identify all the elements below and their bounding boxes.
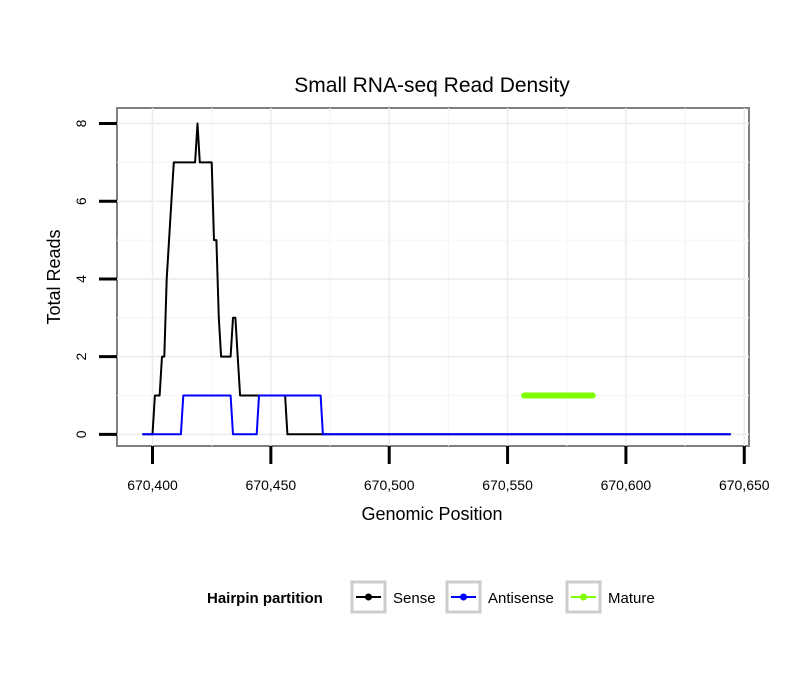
y-tick-label: 0 [73,430,89,438]
series-line-sense [142,122,732,436]
x-tick-label: 670,400 [127,477,178,493]
x-tick-label: 670,550 [482,477,533,493]
y-tick-label: 8 [73,119,89,127]
legend-title: Hairpin partition [207,590,323,607]
legend-label: Mature [608,590,655,607]
y-tick-label: 4 [73,275,89,283]
plot-panel [116,107,750,447]
y-axis-label: Total Reads [44,229,64,324]
x-tick-label: 670,650 [719,477,770,493]
x-tick-label: 670,600 [601,477,652,493]
axes: 670,400 670,450 670,500 670,550 670,600 670,6… [73,119,770,493]
legend-key-point [365,593,372,601]
legend: Hairpin partition Sense Antisense Mature [207,580,655,614]
legend-key-point [580,593,587,601]
legend-label: Sense [393,590,436,607]
legend-label: Antisense [488,590,554,607]
x-axis-label: Genomic Position [361,504,502,524]
grid-lines [117,108,749,446]
y-tick-label: 6 [73,197,89,205]
data-lines [142,122,732,436]
y-tick-label: 2 [73,353,89,361]
x-tick-label: 670,450 [246,477,297,493]
legend-key-point [460,593,467,601]
chart-title: Small RNA-seq Read Density [294,74,570,97]
series-line-antisense [142,394,732,436]
x-tick-label: 670,500 [364,477,415,493]
